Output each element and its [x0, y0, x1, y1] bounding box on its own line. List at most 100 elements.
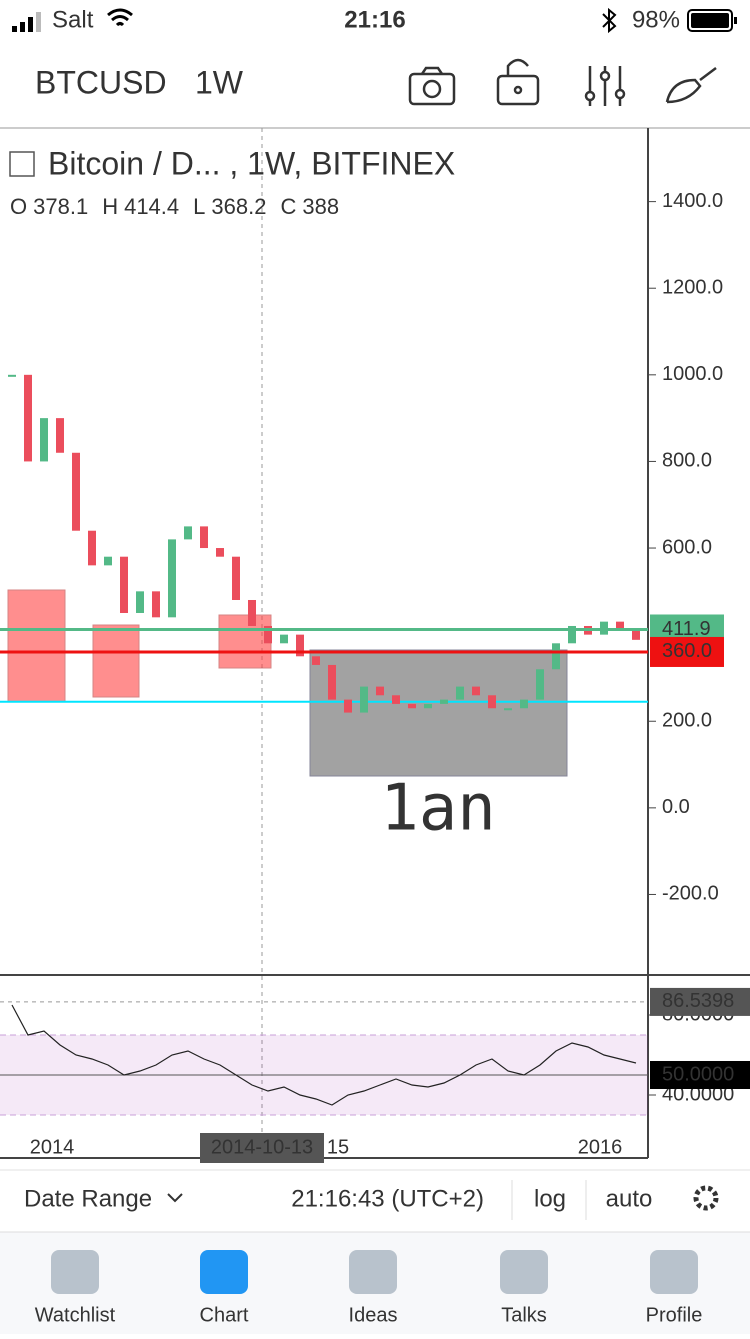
zones — [7, 589, 568, 777]
annotation: 1an — [380, 772, 496, 846]
tabs: Watchlist Chart Ideas Talks Profile — [35, 1250, 703, 1326]
candle — [88, 530, 96, 566]
candle — [552, 643, 560, 670]
draw-icon[interactable] — [665, 67, 717, 104]
chevron — [167, 1193, 183, 1203]
price-tag-label: 360.0 — [662, 640, 712, 662]
camera-icon[interactable] — [408, 72, 456, 106]
clock-utc: 21:16:43 (UTC+2) — [291, 1185, 484, 1212]
candle — [472, 686, 480, 696]
candle — [264, 625, 272, 644]
y-tick-label: 0.0 — [662, 796, 690, 818]
price-tag — [650, 636, 724, 667]
price-plot — [0, 374, 648, 713]
x-tick-label: 2016 — [578, 1136, 623, 1158]
gear-icon[interactable] — [693, 1185, 719, 1211]
candle — [328, 664, 336, 700]
ohlc-key: C — [280, 194, 296, 219]
candle — [232, 556, 240, 600]
battery-level: 98% — [632, 6, 680, 33]
x-tick-label: 15 — [327, 1136, 349, 1158]
ohlc-key: H — [102, 194, 118, 219]
candle — [616, 621, 624, 631]
candle — [568, 625, 576, 644]
ohlc-value: 388 — [302, 194, 339, 219]
status-bar: Salt 21:16 98% — [12, 6, 737, 33]
tab-label[interactable]: Chart — [200, 1304, 249, 1326]
y-tick-label: 1400.0 — [662, 190, 723, 212]
clock: 21:16 — [344, 6, 405, 33]
zone — [7, 589, 66, 703]
x-tick-label: 2014 — [30, 1136, 75, 1158]
tab-icon — [349, 1250, 397, 1294]
carrier: Salt — [52, 6, 94, 33]
collapse-icon[interactable] — [9, 151, 35, 177]
rsi-line — [11, 1004, 637, 1106]
candle — [72, 452, 80, 531]
tab-label[interactable]: Talks — [501, 1304, 547, 1326]
candle — [536, 669, 544, 700]
symbol[interactable]: BTCUSD — [35, 64, 167, 100]
x-tick-label: 2014-10-13 — [211, 1136, 313, 1158]
candle — [8, 374, 16, 377]
candle — [632, 630, 640, 640]
candle — [408, 703, 416, 709]
ohlc-key: O — [10, 194, 27, 219]
candle — [216, 548, 224, 557]
ohlc-value: 368.2 — [211, 194, 266, 219]
candle — [392, 695, 400, 704]
tab-icon — [650, 1250, 698, 1294]
candle — [456, 686, 464, 700]
candle — [40, 418, 48, 462]
unlock-icon[interactable] — [496, 74, 540, 106]
value-label: 86.5398 — [662, 990, 734, 1012]
candle — [168, 539, 176, 618]
candle — [488, 695, 496, 709]
candle — [440, 699, 448, 704]
ohlc-legend: O 378.1 H 414.4 L 368.2 C 388 — [10, 194, 339, 219]
interval[interactable]: 1W — [195, 64, 244, 100]
candle — [56, 418, 64, 453]
candle — [184, 526, 192, 540]
candle — [24, 374, 32, 462]
ohlc-value: 378.1 — [33, 194, 88, 219]
value-tag — [650, 1061, 750, 1089]
value-tag — [650, 987, 750, 1016]
ohlc-value: 414.4 — [124, 194, 179, 219]
header: BTCUSD 1W — [0, 58, 750, 129]
tab-label[interactable]: Watchlist — [35, 1304, 116, 1326]
chart-title: Bitcoin / D... , 1W, BITFINEX — [48, 145, 455, 181]
tab-label[interactable]: Profile — [646, 1304, 703, 1326]
candle — [200, 526, 208, 549]
zone — [309, 649, 568, 777]
candle — [120, 556, 128, 613]
y-tick-label: 600.0 — [662, 536, 712, 558]
auto-toggle[interactable]: auto — [606, 1185, 653, 1212]
candle — [520, 699, 528, 709]
candle — [248, 599, 256, 626]
log-toggle[interactable]: log — [534, 1185, 566, 1212]
candle — [344, 699, 352, 713]
tab-label[interactable]: Ideas — [349, 1304, 398, 1326]
value-label: 50.0000 — [662, 1063, 734, 1085]
candle — [312, 656, 320, 665]
crosshair-tag — [200, 1133, 324, 1163]
tab-icon — [200, 1250, 248, 1294]
y-tick-label: 800.0 — [662, 450, 712, 472]
y-tick-label: 1200.0 — [662, 277, 723, 299]
candle — [376, 686, 384, 696]
candle — [280, 634, 288, 644]
candle — [360, 686, 368, 713]
candle — [296, 634, 304, 657]
y-tick-label: -200.0 — [662, 883, 719, 905]
y-tick-label: 200.0 — [662, 710, 712, 732]
ohlc-key: L — [193, 194, 205, 219]
date-range[interactable]: Date Range — [24, 1185, 152, 1212]
y-tick-label: 1000.0 — [662, 363, 723, 385]
candle — [424, 703, 432, 709]
candle — [104, 556, 112, 566]
zone — [218, 614, 272, 669]
